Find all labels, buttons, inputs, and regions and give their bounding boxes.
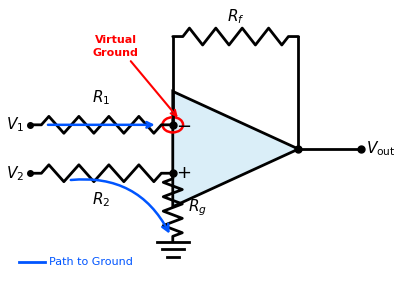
Text: $R_1$: $R_1$	[92, 89, 110, 107]
Text: $-$: $-$	[176, 116, 191, 134]
Text: $R_2$: $R_2$	[92, 191, 110, 209]
FancyArrowPatch shape	[71, 179, 168, 231]
Text: Path to Ground: Path to Ground	[49, 256, 133, 266]
Text: $R_f$: $R_f$	[227, 7, 244, 26]
Text: Virtual
Ground: Virtual Ground	[93, 35, 138, 58]
Text: $+$: $+$	[176, 164, 191, 182]
Text: $V_1$: $V_1$	[6, 116, 24, 134]
Text: $R_g$: $R_g$	[188, 197, 207, 218]
Text: $V_{\rm out}$: $V_{\rm out}$	[366, 140, 396, 158]
Polygon shape	[173, 91, 298, 207]
Text: $V_2$: $V_2$	[6, 164, 24, 183]
